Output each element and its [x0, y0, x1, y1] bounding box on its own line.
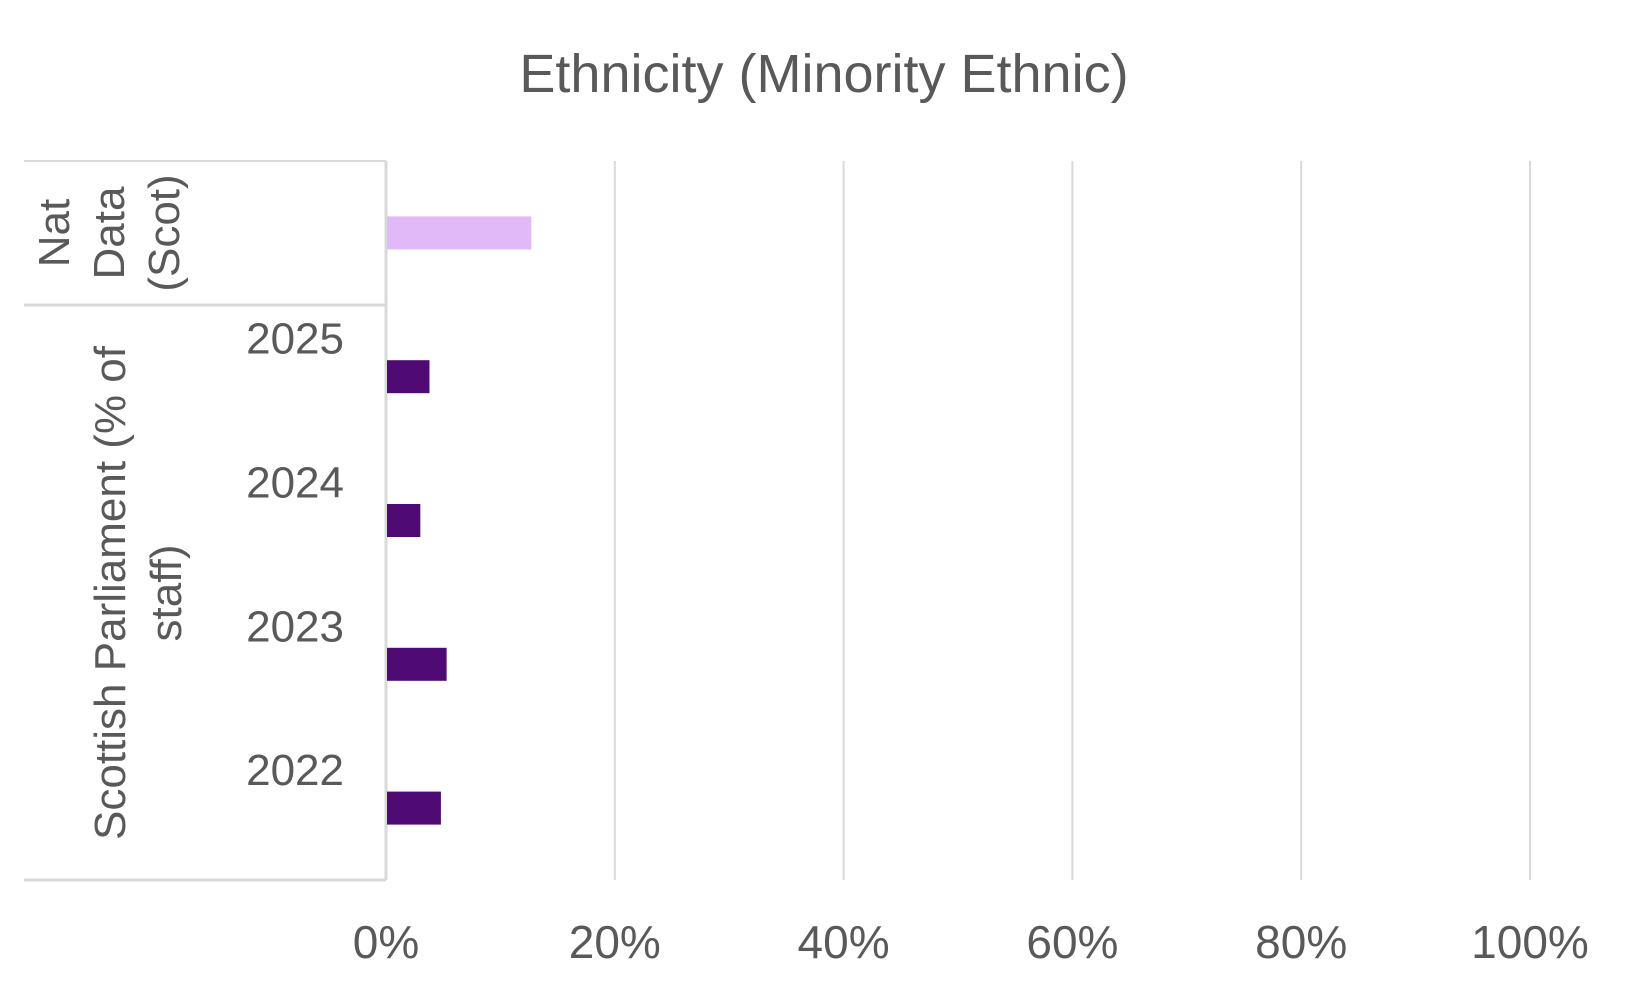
bar [387, 504, 421, 537]
bar [387, 791, 441, 825]
x-tick-label: 60% [1026, 916, 1118, 968]
x-tick-label: 40% [798, 916, 890, 968]
x-tick-label: 100% [1471, 916, 1589, 968]
x-tick-label: 80% [1255, 916, 1347, 968]
group-label: Data [85, 186, 134, 279]
category-axis: Nat Data (Scot) Scottish Parliament (% of st… [24, 160, 388, 882]
bar [387, 360, 430, 394]
x-tick-label: 0% [353, 916, 419, 968]
gridlines [613, 161, 1531, 880]
group-label: Nat [30, 199, 79, 267]
bar [387, 216, 532, 250]
x-tick-labels: 0% 20% 40% 60% 80% 100% [353, 916, 1589, 968]
group-label: staff) [142, 544, 191, 641]
group-label: Scottish Parliament (% of [86, 345, 135, 840]
chart-title: Ethnicity (Minority Ethnic) [519, 44, 1128, 104]
bars [387, 216, 532, 825]
group-label: (Scot) [140, 174, 189, 291]
x-tick-label: 20% [569, 916, 661, 968]
bar [387, 647, 447, 681]
category-label: 2022 [246, 746, 344, 795]
category-label: 2024 [246, 459, 344, 508]
category-label: 2023 [246, 602, 344, 651]
category-label: 2025 [246, 315, 344, 364]
